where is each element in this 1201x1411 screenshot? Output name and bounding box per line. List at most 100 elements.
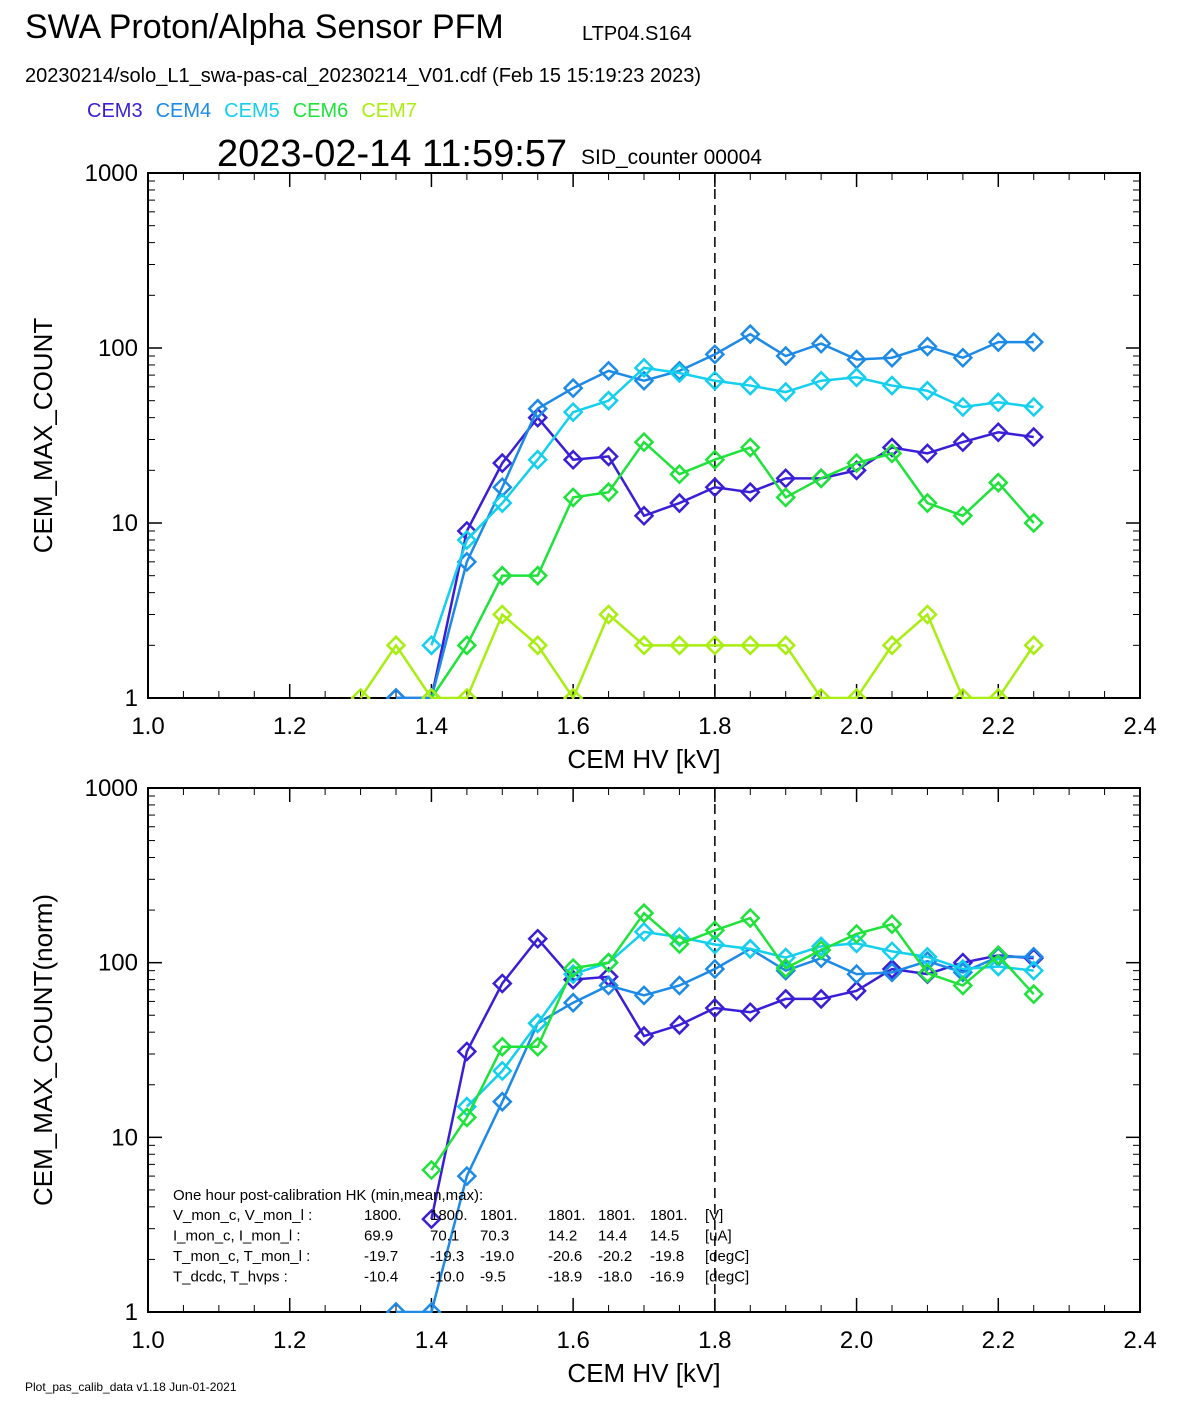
y-tick-label: 1000 — [85, 160, 138, 187]
series-cem5 — [456, 921, 1044, 1117]
data-point-cem5 — [598, 390, 619, 411]
data-point-cem3 — [421, 1208, 442, 1230]
hk-value: 1800. — [364, 1207, 402, 1224]
data-point-cem5 — [952, 396, 974, 418]
data-point-cem7 — [669, 635, 690, 656]
data-point-cem5 — [846, 367, 867, 388]
hk-row-label: T_mon_c, T_mon_l : — [173, 1248, 310, 1265]
data-point-cem5 — [988, 956, 1009, 977]
data-point-cem3 — [704, 997, 726, 1019]
series-line-cem3 — [396, 415, 1034, 699]
data-point-cem6 — [669, 933, 690, 955]
data-point-cem4 — [740, 323, 761, 345]
hk-value: -10.4 — [364, 1269, 398, 1286]
data-point-cem3 — [527, 407, 548, 428]
data-point-cem6 — [704, 920, 726, 941]
data-point-cem3 — [669, 492, 690, 514]
data-point-cem6 — [952, 975, 974, 996]
data-point-cem5 — [810, 936, 832, 957]
data-point-cem3 — [1023, 426, 1044, 448]
data-point-cem6 — [810, 939, 832, 961]
series-line-cem5 — [465, 930, 1034, 1108]
chart-subtitle: LTP04.S164 — [582, 23, 692, 45]
data-point-cem3 — [562, 449, 584, 470]
data-point-cem3 — [988, 421, 1009, 443]
hk-value: 70.3 — [480, 1228, 509, 1245]
y-axis-label: CEM_MAX_COUNT — [28, 318, 58, 554]
hk-title: One hour post-calibration HK (min,mean,m… — [173, 1187, 483, 1204]
data-point-cem7 — [740, 635, 761, 656]
hk-value: -18.0 — [598, 1269, 632, 1286]
series-line-cem4 — [396, 947, 1034, 1313]
data-point-cem5 — [881, 375, 903, 396]
data-point-cem4 — [633, 985, 655, 1006]
chart-title: SWA Proton/Alpha Sensor PFM — [25, 8, 504, 46]
series-line-cem6 — [430, 911, 1035, 1171]
data-point-cem7 — [385, 635, 407, 656]
data-point-cem3 — [846, 980, 867, 1002]
x-tick-label: 1.0 — [131, 1327, 164, 1354]
data-point-cem4 — [952, 347, 974, 368]
data-point-cem4 — [421, 1301, 442, 1313]
data-point-cem3 — [881, 958, 903, 980]
x-axis-label: CEM HV [kV] — [567, 1358, 720, 1388]
y-axis-label: CEM_MAX_COUNT(norm) — [28, 894, 58, 1206]
data-point-cem6 — [492, 1036, 513, 1058]
data-point-cem3 — [492, 973, 513, 994]
data-point-cem4 — [669, 360, 690, 382]
hk-value: 14.4 — [598, 1228, 627, 1245]
data-point-cem4 — [810, 947, 832, 969]
data-point-cem3 — [633, 1025, 655, 1047]
x-tick-label: 1.6 — [556, 1327, 589, 1354]
data-point-cem4 — [562, 377, 584, 399]
data-point-cem4 — [917, 336, 938, 357]
data-point-cem4 — [492, 1091, 513, 1112]
data-point-cem5 — [669, 926, 690, 948]
source-filename: 20230214/solo_L1_swa-pas-cal_20230214_V0… — [25, 65, 702, 87]
data-point-cem5 — [492, 1060, 513, 1082]
data-point-cem6 — [881, 913, 903, 935]
data-point-cem5 — [527, 1012, 548, 1034]
legend-entry-cem5: CEM5 — [224, 100, 280, 122]
data-point-cem4 — [385, 1301, 407, 1313]
data-point-cem3 — [598, 446, 619, 467]
data-point-cem7 — [881, 635, 903, 656]
data-point-cem5 — [988, 391, 1009, 413]
data-point-cem5 — [704, 370, 726, 392]
data-point-cem7 — [704, 635, 726, 656]
data-point-cem6 — [1023, 983, 1044, 1005]
hk-value: 1800. — [430, 1207, 468, 1224]
data-point-cem3 — [669, 1014, 690, 1036]
data-point-cem5 — [527, 449, 548, 470]
data-point-cem6 — [952, 505, 974, 527]
x-tick-label: 2.0 — [840, 1327, 873, 1354]
data-point-cem6 — [740, 437, 761, 458]
data-point-cem6 — [988, 945, 1009, 966]
data-point-cem3 — [527, 928, 548, 950]
hk-value: -16.9 — [650, 1269, 684, 1286]
data-point-cem7 — [350, 687, 371, 699]
x-tick-label: 1.4 — [415, 713, 448, 740]
hk-value: [degC] — [705, 1248, 749, 1265]
data-point-cem4 — [669, 975, 690, 996]
data-point-cem5 — [810, 370, 832, 392]
x-tick-label: 1.8 — [698, 713, 731, 740]
data-point-cem7 — [562, 687, 584, 699]
data-point-cem7 — [917, 604, 938, 625]
data-point-cem6 — [598, 952, 619, 973]
series-cem7 — [350, 604, 1044, 699]
x-tick-label: 1.2 — [273, 713, 306, 740]
data-point-cem6 — [775, 957, 796, 979]
data-point-cem5 — [704, 934, 726, 955]
data-point-cem7 — [846, 687, 867, 699]
data-point-cem7 — [775, 635, 796, 656]
hk-value: 14.2 — [548, 1228, 577, 1245]
x-axis-label: CEM HV [kV] — [567, 744, 720, 774]
hk-value: -18.9 — [548, 1269, 582, 1286]
hk-value: 69.9 — [364, 1228, 393, 1245]
data-point-cem6 — [633, 902, 655, 924]
data-point-cem7 — [988, 687, 1009, 699]
series-line-cem5 — [430, 366, 1034, 646]
hk-value: 70.1 — [430, 1228, 459, 1245]
